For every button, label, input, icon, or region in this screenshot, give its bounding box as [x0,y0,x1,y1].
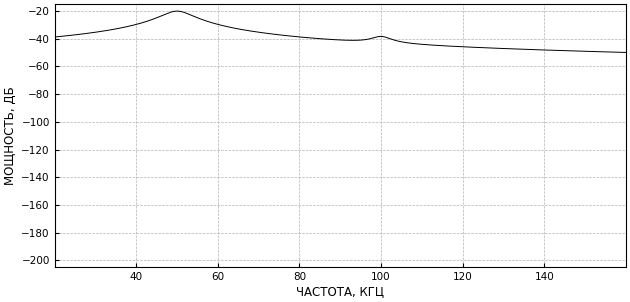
X-axis label: ЧАСТОТА, КГЦ: ЧАСТОТА, КГЦ [296,285,384,298]
Y-axis label: МОЩНОСТЬ, ДБ: МОЩНОСТЬ, ДБ [4,86,17,185]
